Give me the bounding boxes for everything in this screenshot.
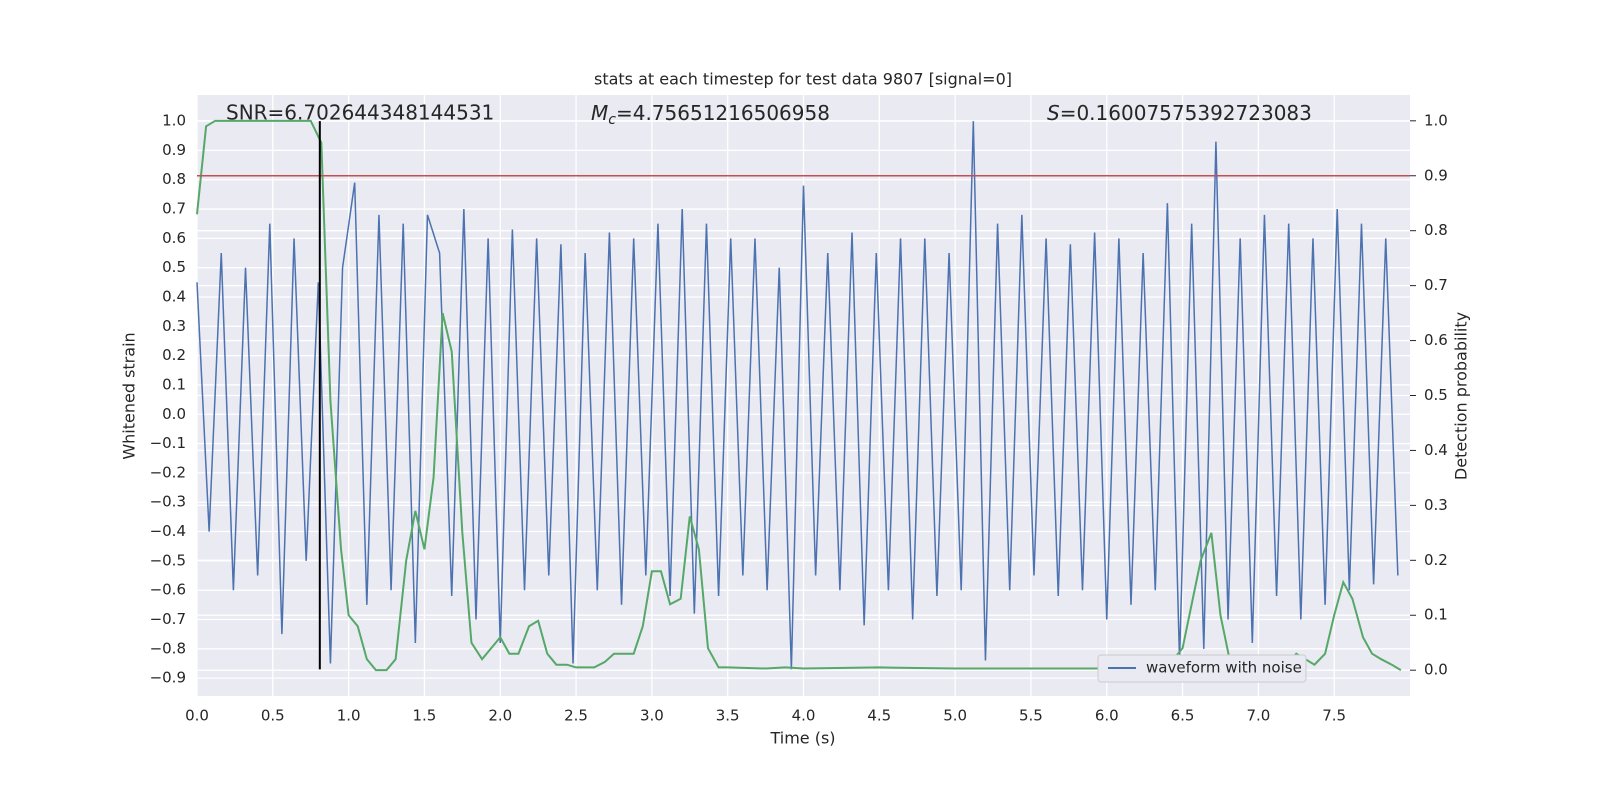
y2-tick-label: 0.4	[1424, 441, 1448, 459]
x-tick-label: 3.5	[716, 707, 740, 725]
y-tick-label: 0.4	[162, 287, 186, 305]
y-tick-label: 1.0	[162, 112, 186, 130]
s-symbol: S	[1047, 101, 1060, 125]
y-tick-label: −0.1	[150, 434, 186, 452]
y2-axis-label: Detection probability	[1452, 312, 1471, 480]
x-tick-label: 5.5	[1019, 707, 1043, 725]
legend-box	[1097, 654, 1307, 683]
y-tick-label: 0.1	[162, 375, 186, 393]
x-tick-label: 0.5	[261, 707, 285, 725]
y-tick-label: 0.7	[162, 200, 186, 218]
y-tick-label: −0.7	[150, 610, 186, 628]
annotation-snr: SNR=6.702644348144531	[226, 101, 494, 125]
y-tick-label: −0.4	[150, 522, 186, 540]
x-tick-label: 7.0	[1246, 707, 1270, 725]
x-tick-label: 4.5	[867, 707, 891, 725]
chart-title: stats at each timestep for test data 980…	[594, 70, 1012, 89]
x-tick-label: 1.0	[337, 707, 361, 725]
mc-value: =4.75651216506958	[616, 101, 830, 125]
x-tick-label: 7.5	[1322, 707, 1346, 725]
x-tick-label: 1.5	[413, 707, 437, 725]
y2-tick-label: 0.1	[1424, 606, 1448, 624]
y-tick-label: −0.2	[150, 463, 186, 481]
y2-tick-label: 0.8	[1424, 221, 1448, 239]
y-tick-label: 0.8	[162, 170, 186, 188]
x-tick-label: 6.5	[1171, 707, 1195, 725]
x-tick-label: 4.0	[792, 707, 816, 725]
y2-tick-label: 0.7	[1424, 276, 1448, 294]
y-tick-label: 0.3	[162, 317, 186, 335]
legend: waveform with noise	[1097, 654, 1307, 683]
y2-tick-label: 0.3	[1424, 496, 1448, 514]
mc-subscript: c	[608, 112, 616, 128]
annotation-mc: Mc=4.75651216506958	[591, 101, 830, 129]
x-tick-label: 3.0	[640, 707, 664, 725]
y2-tick-label: 0.6	[1424, 331, 1448, 349]
series-line	[196, 121, 1399, 670]
y-tick-label: 0.5	[162, 258, 186, 276]
y-tick-label: 0.0	[162, 405, 186, 423]
x-axis-label: Time (s)	[769, 729, 835, 748]
x-tick-label: 2.0	[488, 707, 512, 725]
y-tick-label: −0.8	[150, 639, 186, 657]
y2-tick-label: 0.2	[1424, 551, 1448, 569]
x-tick-label: 5.0	[943, 707, 967, 725]
x-tick-label: 6.0	[1095, 707, 1119, 725]
y2-tick-label: 1.0	[1424, 111, 1448, 129]
annotation-s: S=0.16007575392723083	[1047, 101, 1312, 125]
mc-symbol: M	[591, 101, 608, 125]
legend-label: waveform with noise	[1146, 659, 1302, 677]
x-tick-label: 0.0	[185, 707, 209, 725]
y-tick-label: 0.9	[162, 141, 186, 159]
s-value: =0.16007575392723083	[1060, 101, 1312, 125]
y-tick-label: 0.6	[162, 229, 186, 247]
y2-tick-label: 0.5	[1424, 386, 1448, 404]
y-axis-label: Whitened strain	[120, 332, 139, 459]
y-tick-label: 0.2	[162, 346, 186, 364]
y-tick-label: −0.6	[150, 581, 186, 599]
y-tick-label: −0.3	[150, 493, 186, 511]
y2-tick-label: 0.9	[1424, 166, 1448, 184]
y-tick-label: −0.9	[150, 669, 186, 687]
y-tick-label: −0.5	[150, 551, 186, 569]
y2-tick-label: 0.0	[1424, 661, 1448, 679]
x-tick-label: 2.5	[564, 707, 588, 725]
